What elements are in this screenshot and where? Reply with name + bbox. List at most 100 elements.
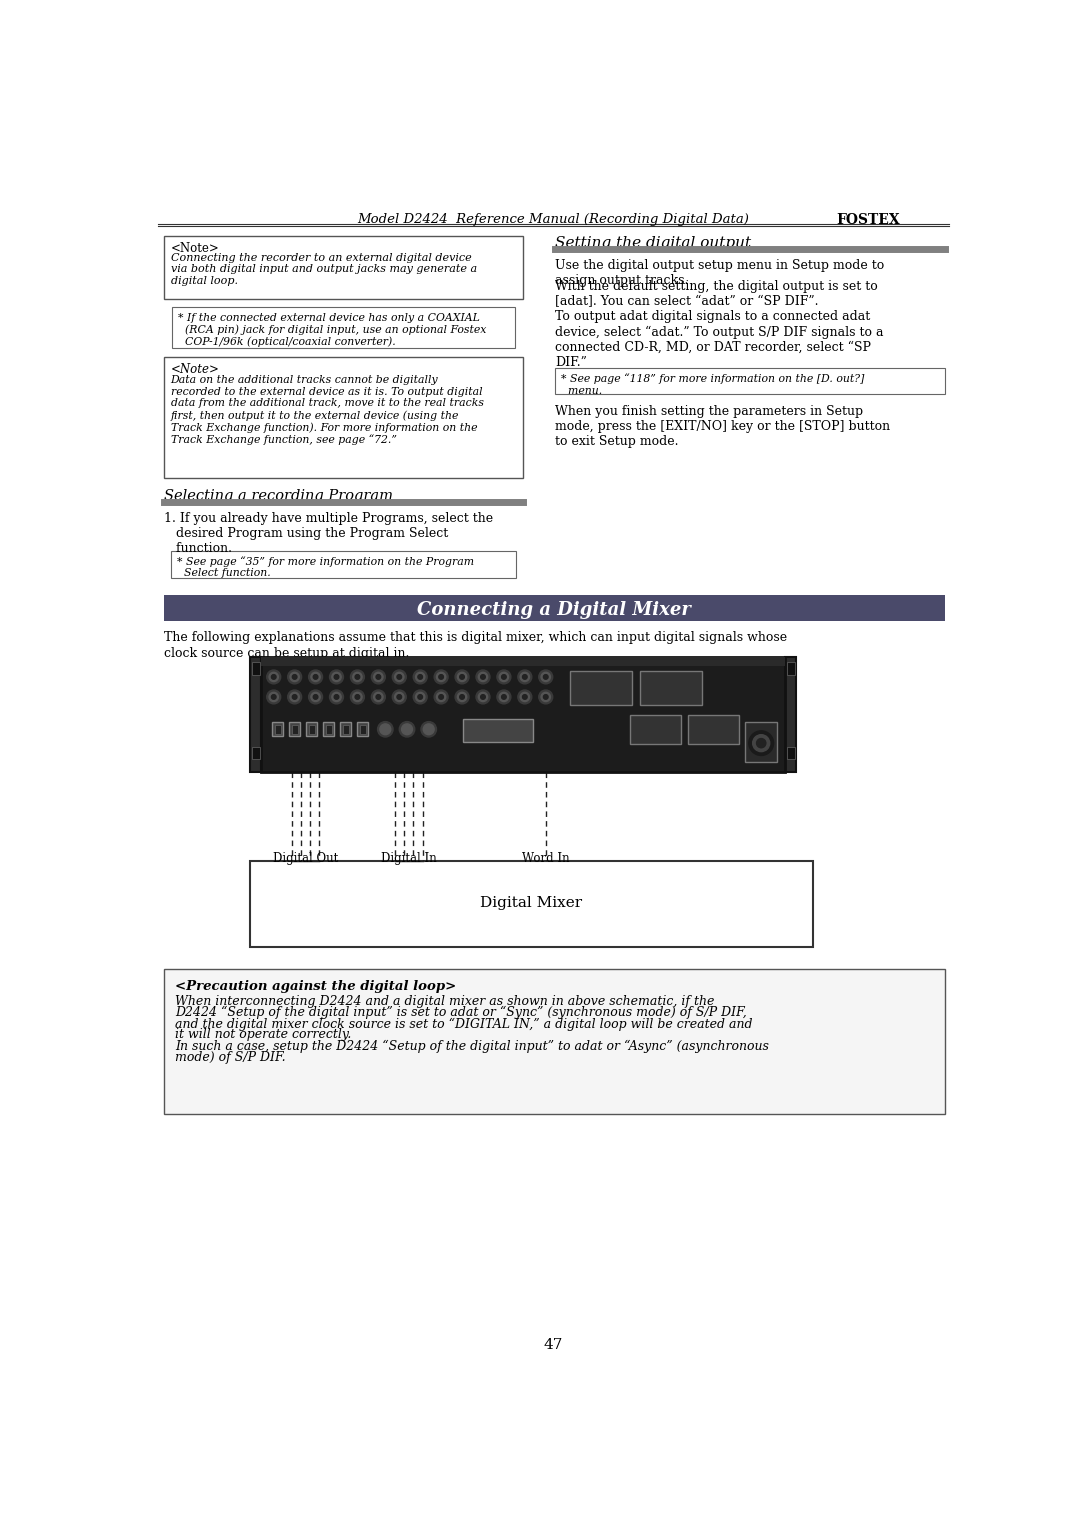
Text: FOSTEX: FOSTEX [836,212,900,226]
Circle shape [311,692,321,701]
Circle shape [394,692,404,701]
Circle shape [414,669,428,685]
Bar [786,662,795,675]
Circle shape [478,672,488,681]
Text: Digital In: Digital In [380,851,436,865]
Bar [172,307,515,348]
Text: and the digital mixer clock source is set to “DIGITAL IN,” a digital loop will b: and the digital mixer clock source is se… [175,1018,753,1030]
Circle shape [269,692,279,701]
Bar [688,715,739,744]
Text: The following explanations assume that this is digital mixer, which can input di: The following explanations assume that t… [164,631,787,660]
Bar [463,718,532,741]
Circle shape [501,675,507,680]
Text: Model D2424  Reference Manual (Recording Digital Data): Model D2424 Reference Manual (Recording … [357,212,750,226]
Text: In such a case, setup the D2424 “Setup of the digital input” to adat or “Async” : In such a case, setup the D2424 “Setup o… [175,1039,769,1053]
Circle shape [416,692,424,701]
Circle shape [355,675,360,680]
Bar [289,723,300,736]
Text: mode) of S/P DIF.: mode) of S/P DIF. [175,1051,286,1063]
Circle shape [416,672,424,681]
Text: <Precaution against the digital loop>: <Precaution against the digital loop> [175,979,457,993]
Circle shape [332,692,341,701]
Text: Connecting the recorder to an external digital device
via both digital input and: Connecting the recorder to an external d… [171,252,476,286]
Circle shape [481,675,485,680]
Bar [171,550,516,579]
Circle shape [458,692,467,701]
Bar [323,723,334,736]
Text: <Note>: <Note> [171,241,219,255]
Circle shape [541,672,551,681]
Circle shape [329,669,343,685]
Circle shape [436,692,446,701]
Text: * See page “118” for more information on the [D. out?]
  menu.: * See page “118” for more information on… [562,373,865,396]
Text: 47: 47 [544,1339,563,1352]
Bar [639,671,702,706]
Circle shape [313,675,318,680]
Bar [292,724,298,733]
Circle shape [271,675,276,680]
Circle shape [355,695,360,700]
Text: Connecting a Digital Mixer: Connecting a Digital Mixer [417,602,690,619]
Bar [272,723,283,736]
Circle shape [543,675,548,680]
Circle shape [334,695,339,700]
Circle shape [372,669,386,685]
Circle shape [523,675,527,680]
Circle shape [392,669,406,685]
Bar [785,657,796,773]
Bar [340,723,351,736]
Circle shape [541,692,551,701]
Circle shape [287,669,301,685]
Circle shape [434,691,448,704]
Bar [357,723,368,736]
Circle shape [523,695,527,700]
Text: * See page “35” for more information on the Program
  Select function.: * See page “35” for more information on … [177,556,474,579]
Circle shape [293,675,297,680]
Text: 1. If you already have multiple Programs, select the
   desired Program using th: 1. If you already have multiple Programs… [164,512,494,555]
Bar [164,969,945,1114]
Bar [745,723,778,762]
Circle shape [372,691,386,704]
Bar [164,235,523,299]
Circle shape [293,695,297,700]
Circle shape [392,691,406,704]
Text: Selecting a recording Program: Selecting a recording Program [164,489,393,503]
Circle shape [353,692,362,701]
Bar [570,671,632,706]
Circle shape [543,695,548,700]
Circle shape [423,724,434,735]
Circle shape [376,695,380,700]
Circle shape [418,695,422,700]
Circle shape [267,669,281,685]
Circle shape [497,691,511,704]
Bar [164,356,523,478]
Text: Word In: Word In [522,851,569,865]
Circle shape [332,672,341,681]
Circle shape [497,669,511,685]
Circle shape [397,695,402,700]
Circle shape [521,692,529,701]
Circle shape [291,692,299,701]
Circle shape [434,669,448,685]
Bar [251,657,261,773]
Circle shape [539,691,553,704]
Text: When interconnecting D2424 and a digital mixer as shown in above schematic, if t: When interconnecting D2424 and a digital… [175,995,715,1008]
Text: Digital Mixer: Digital Mixer [481,895,582,909]
Circle shape [291,672,299,681]
Circle shape [309,669,323,685]
Bar [261,657,785,666]
Circle shape [418,675,422,680]
Text: it will not operate correctly.: it will not operate correctly. [175,1028,352,1042]
Circle shape [460,695,464,700]
Text: * If the connected external device has only a COAXIAL
  (RCA pin) jack for digit: * If the connected external device has o… [178,313,487,347]
Bar [274,724,281,733]
Text: D2424 “Setup of the digital input” is set to adat or “Sync” (synchronous mode) o: D2424 “Setup of the digital input” is se… [175,1005,747,1019]
Circle shape [271,695,276,700]
Circle shape [287,691,301,704]
Bar [252,662,260,675]
Circle shape [421,721,436,736]
Circle shape [436,672,446,681]
Circle shape [374,672,383,681]
Circle shape [521,672,529,681]
Circle shape [402,724,413,735]
